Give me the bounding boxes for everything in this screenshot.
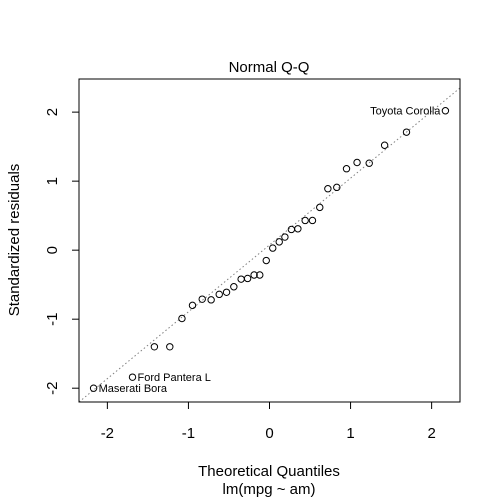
x-tick-label: 2 (427, 425, 435, 442)
x-tick-label: -1 (182, 425, 195, 442)
data-point (308, 216, 317, 225)
x-axis-label: Theoretical Quantiles (198, 463, 340, 480)
data-point (237, 275, 245, 283)
data-point (365, 159, 373, 167)
y-tick-label: 2 (44, 108, 61, 116)
data-point (188, 301, 197, 310)
model-formula-label: lm(mpg ~ am) (223, 481, 316, 498)
data-point (342, 165, 351, 173)
reference-line-layer (79, 87, 460, 402)
x-axis: -2 -1 0 1 2 (101, 401, 436, 442)
data-point (333, 183, 341, 192)
y-tick-label: 1 (44, 177, 61, 185)
x-tick-label: 0 (265, 425, 273, 442)
data-point (207, 296, 215, 304)
data-point (256, 271, 264, 279)
data-point (294, 225, 302, 233)
data-point (402, 128, 411, 136)
point-label: Toyota Corolla (370, 106, 441, 118)
point-label: Maserati Bora (99, 383, 168, 395)
data-point (215, 290, 223, 299)
data-point (166, 343, 174, 351)
data-point (269, 244, 277, 252)
y-axis-label: Standardized residuals (6, 164, 23, 317)
data-point (281, 233, 289, 241)
point-label: Ford Pantera L (138, 372, 211, 384)
data-point (128, 373, 137, 381)
data-point (150, 343, 159, 351)
y-tick-label: -2 (44, 382, 61, 395)
data-point (243, 274, 252, 283)
x-tick-label: 1 (346, 425, 354, 442)
data-point (198, 295, 206, 303)
plot-frame (78, 78, 461, 403)
qq-reference-line (79, 87, 460, 402)
data-point (287, 225, 296, 234)
data-point (324, 185, 332, 193)
chart-title: Normal Q-Q (229, 59, 310, 76)
data-point (275, 238, 283, 246)
y-tick-label: 0 (44, 246, 61, 254)
points-layer (89, 107, 450, 392)
data-point (353, 158, 361, 167)
data-point (250, 271, 258, 279)
data-point (262, 256, 270, 265)
data-point (441, 107, 450, 115)
data-point (178, 314, 186, 323)
data-point (301, 216, 309, 225)
data-point (316, 203, 324, 212)
data-point (230, 283, 238, 291)
data-point (89, 384, 98, 392)
y-tick-label: -1 (44, 313, 61, 326)
x-tick-label: -2 (101, 425, 114, 442)
data-point (222, 288, 231, 296)
data-point (380, 141, 389, 149)
y-axis: -2 -1 0 1 2 (44, 108, 80, 395)
